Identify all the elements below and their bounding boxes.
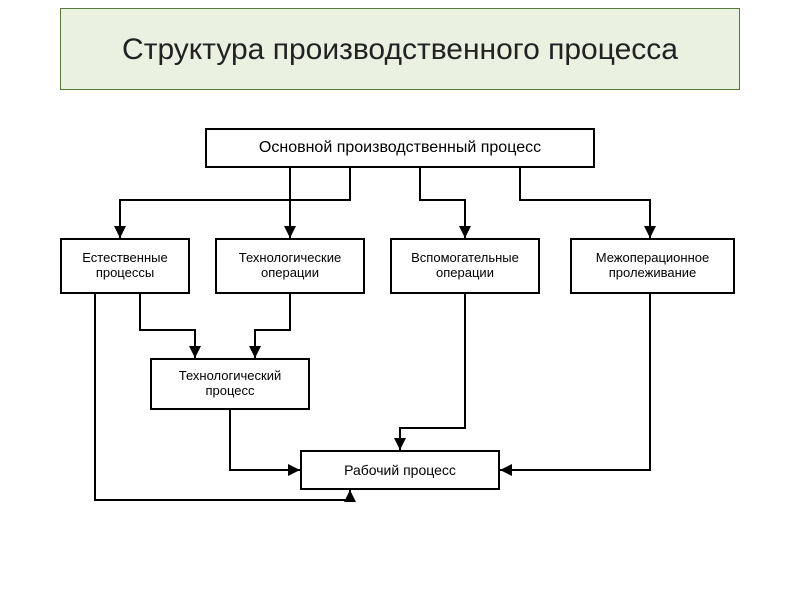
edge-root-to-natural	[120, 168, 290, 238]
node-auxiliary-operations: Вспомогательные операции	[390, 238, 540, 294]
edge-natural-to-techproc	[140, 294, 195, 358]
edge-root-to-techops	[290, 168, 350, 238]
node-interop-label: Межоперационное пролеживание	[578, 251, 727, 281]
edge-techops-to-techproc	[255, 294, 290, 358]
node-techops-label: Технологические операции	[223, 251, 357, 281]
edge-root-to-interop	[520, 168, 650, 238]
node-work-process: Рабочий процесс	[300, 450, 500, 490]
node-auxops-label: Вспомогательные операции	[398, 251, 532, 281]
edge-techproc-to-workproc	[230, 410, 300, 470]
node-technological-process: Технологический процесс	[150, 358, 310, 410]
node-interoperation-idle: Межоперационное пролеживание	[570, 238, 735, 294]
connectors-layer	[0, 0, 800, 600]
edge-interop-to-workproc	[500, 294, 650, 470]
node-root: Основной производственный процесс	[205, 128, 595, 168]
node-technological-operations: Технологические операции	[215, 238, 365, 294]
node-techproc-label: Технологический процесс	[158, 369, 302, 399]
node-natural-processes: Естественные процессы	[60, 238, 190, 294]
edge-root-to-auxops	[420, 168, 465, 238]
page-title: Структура производственного процесса	[60, 8, 740, 90]
node-root-label: Основной производственный процесс	[259, 139, 541, 157]
node-workproc-label: Рабочий процесс	[344, 462, 456, 478]
node-natural-label: Естественные процессы	[68, 251, 182, 281]
edge-auxops-to-workproc	[400, 294, 465, 450]
page-title-text: Структура производственного процесса	[122, 33, 678, 66]
